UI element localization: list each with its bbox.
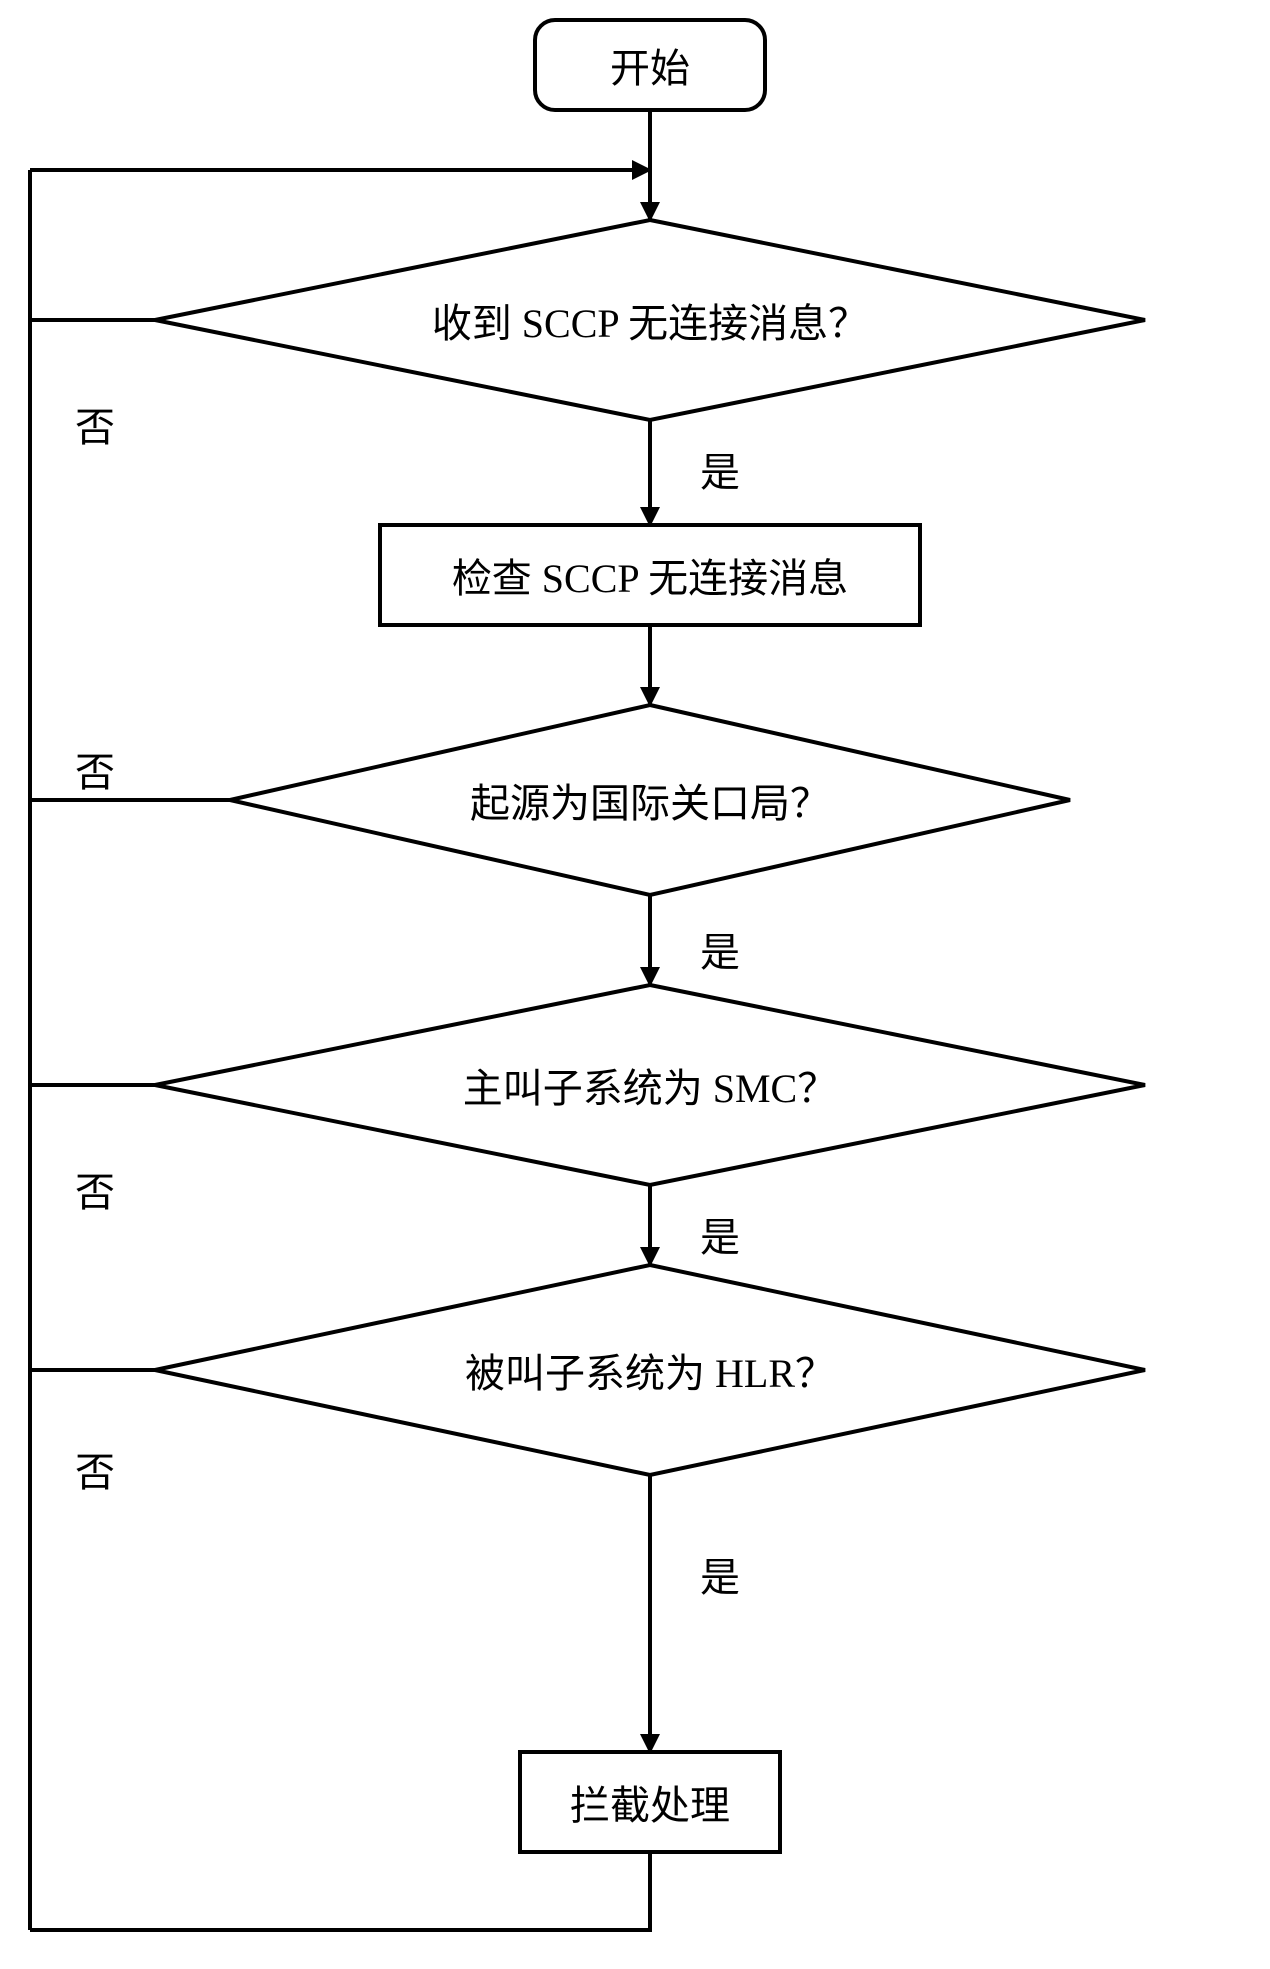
edge-label-d_origin-no: 否 bbox=[75, 740, 115, 798]
edge-label-d_sccp-p_check-yes: 是 bbox=[700, 440, 740, 498]
node-label-p_check: 检查 SCCP 无连接消息 bbox=[350, 545, 950, 605]
node-label-d_hlr: 被叫子系统为 HLR？ bbox=[350, 1340, 950, 1400]
node-label-d_sccp: 收到 SCCP 无连接消息？ bbox=[350, 290, 950, 350]
edge-label-d_smc-no: 否 bbox=[75, 1160, 115, 1218]
node-label-d_origin: 起源为国际关口局？ bbox=[350, 770, 950, 830]
edge-intercept-return bbox=[30, 1852, 650, 1930]
node-label-start: 开始 bbox=[350, 35, 950, 95]
flowchart-canvas: 开始收到 SCCP 无连接消息？ 检查 SCCP 无连接消息起源为国际关口局？ 主叫… bbox=[0, 0, 1270, 1969]
node-label-d_smc: 主叫子系统为 SMC？ bbox=[350, 1055, 950, 1115]
edge-label-d_origin-d_smc-yes: 是 bbox=[700, 920, 740, 978]
edge-label-d_sccp-no: 否 bbox=[75, 395, 115, 453]
edge-label-d_hlr-p_intercept-yes: 是 bbox=[700, 1545, 740, 1603]
node-label-p_intercept: 拦截处理 bbox=[350, 1772, 950, 1832]
edge-label-d_smc-d_hlr-yes: 是 bbox=[700, 1205, 740, 1263]
edge-label-d_hlr-no: 否 bbox=[75, 1440, 115, 1498]
